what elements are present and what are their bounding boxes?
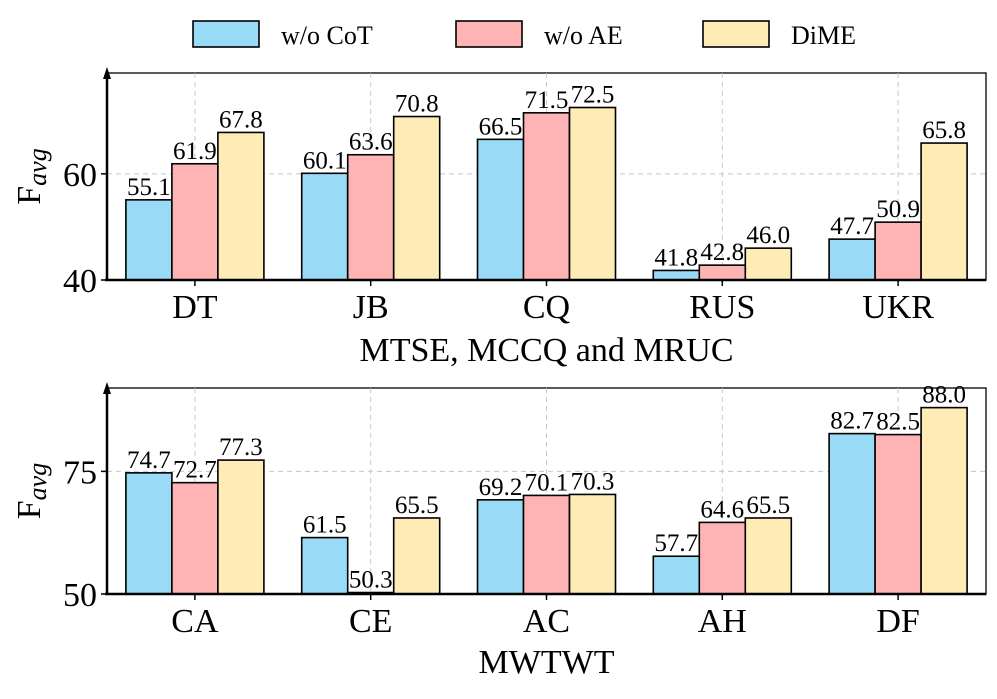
data-label: 74.7 <box>127 447 171 474</box>
bar-w-o-ae-jb <box>346 153 395 281</box>
bar-dime-ca <box>217 459 265 595</box>
data-label: 61.9 <box>173 138 217 165</box>
data-label: 50.3 <box>349 567 393 594</box>
data-label: 63.6 <box>349 129 393 156</box>
bar-dime-ukr <box>920 142 968 281</box>
chart-panel-bottom: 74.7 61.5 69.2 57.7 82.7 72.7 50.3 70.1 64.6 82.5… <box>11 382 987 681</box>
y-axis-label-sub: avg <box>23 463 52 501</box>
bar-w-o-cot-ah <box>652 555 701 595</box>
data-label: 55.1 <box>127 174 171 201</box>
data-label: 41.8 <box>654 244 698 271</box>
legend: w/o CoT w/o AE DiME <box>192 20 856 50</box>
chart-panel-top: 55.1 60.1 66.5 41.8 47.7 61.9 63.6 71.5 42.8 50.9… <box>11 67 987 369</box>
y-axis-arrow-icon <box>103 382 111 394</box>
bar-w-o-cot-jb <box>300 172 349 281</box>
data-label: 60.1 <box>303 147 347 174</box>
data-label: 72.7 <box>173 457 217 484</box>
data-label: 66.5 <box>479 113 523 140</box>
data-label: 64.6 <box>700 496 744 523</box>
legend-swatch-1 <box>192 20 260 48</box>
data-label: 69.2 <box>479 474 523 501</box>
bar-w-o-cot-dt <box>125 199 173 281</box>
x-tick-label: AH <box>698 603 747 640</box>
data-label: 72.5 <box>571 82 615 109</box>
x-tick-label: JB <box>353 289 389 326</box>
bar-w-o-ae-ac <box>522 494 571 595</box>
bar-dime-jb <box>392 115 441 281</box>
data-label: 57.7 <box>654 530 698 557</box>
x-axis-label: MWTWT <box>479 644 615 681</box>
bar-w-o-cot-ukr <box>828 238 876 281</box>
data-label: 50.9 <box>876 196 920 223</box>
x-axis-label: MTSE, MCCQ and MRUC <box>359 332 733 369</box>
bar-w-o-cot-ac <box>476 499 525 595</box>
data-label: 65.5 <box>746 492 790 519</box>
legend-swatch-3 <box>702 20 770 48</box>
x-tick-label: CQ <box>523 289 570 326</box>
legend-label-3: DiME <box>791 21 856 50</box>
bar-w-o-ae-cq <box>522 112 571 281</box>
bar-w-o-ae-dt <box>171 162 219 281</box>
data-label: 47.7 <box>830 213 874 240</box>
bar-w-o-ae-ca <box>171 481 219 595</box>
data-label: 88.0 <box>922 382 966 409</box>
data-label: 71.5 <box>525 87 569 114</box>
y-axis-label: Favg <box>11 463 52 519</box>
bar-w-o-ae-ukr <box>874 221 922 281</box>
x-tick-label: DT <box>172 289 218 326</box>
y-tick-label: 75 <box>63 454 97 491</box>
x-tick-label: RUS <box>689 289 755 326</box>
legend-label-2: w/o AE <box>544 21 623 50</box>
y-axis-label-sub: avg <box>23 148 52 186</box>
data-label: 46.0 <box>746 222 790 249</box>
x-tick-label: CA <box>171 603 219 640</box>
bar-dime-rus <box>744 247 793 281</box>
data-label: 70.3 <box>571 468 615 495</box>
y-axis-label-main: F <box>11 186 48 205</box>
bar-w-o-ae-rus <box>698 264 747 281</box>
bar-dime-dt <box>217 131 265 281</box>
data-label: 77.3 <box>219 434 263 461</box>
bar-w-o-cot-cq <box>476 138 525 281</box>
data-label: 65.8 <box>922 117 966 144</box>
bar-dime-ah <box>744 517 793 595</box>
data-label: 61.5 <box>303 512 347 539</box>
legend-swatch-2 <box>455 20 523 48</box>
bar-dime-df <box>920 406 968 595</box>
y-axis-arrow-icon <box>103 67 111 79</box>
y-tick-label: 40 <box>63 263 97 300</box>
data-label: 67.8 <box>219 106 263 133</box>
bar-dime-ac <box>568 493 617 595</box>
x-tick-label: DF <box>876 603 919 640</box>
x-tick-label: CE <box>349 603 392 640</box>
data-label: 82.7 <box>830 408 874 435</box>
bar-dime-ce <box>392 517 441 595</box>
data-label: 42.8 <box>700 239 744 266</box>
bar-dime-cq <box>568 106 617 281</box>
data-label: 70.1 <box>525 469 569 496</box>
bar-w-o-ae-df <box>874 433 922 595</box>
data-label: 70.8 <box>395 91 439 118</box>
y-tick-label: 50 <box>63 577 97 614</box>
x-tick-label: UKR <box>862 289 934 326</box>
bar-w-o-cot-ca <box>125 472 173 595</box>
legend-label-1: w/o CoT <box>281 21 373 50</box>
y-axis-label-main: F <box>11 500 48 519</box>
data-label: 82.5 <box>876 409 920 436</box>
bar-w-o-cot-ce <box>300 536 349 595</box>
bar-w-o-cot-rus <box>652 269 701 281</box>
bar-w-o-ae-ah <box>698 521 747 595</box>
bar-w-o-cot-df <box>828 432 876 595</box>
x-tick-label: AC <box>523 603 570 640</box>
y-axis-label: Favg <box>11 148 52 204</box>
y-tick-label: 60 <box>63 157 97 194</box>
data-label: 65.5 <box>395 492 439 519</box>
